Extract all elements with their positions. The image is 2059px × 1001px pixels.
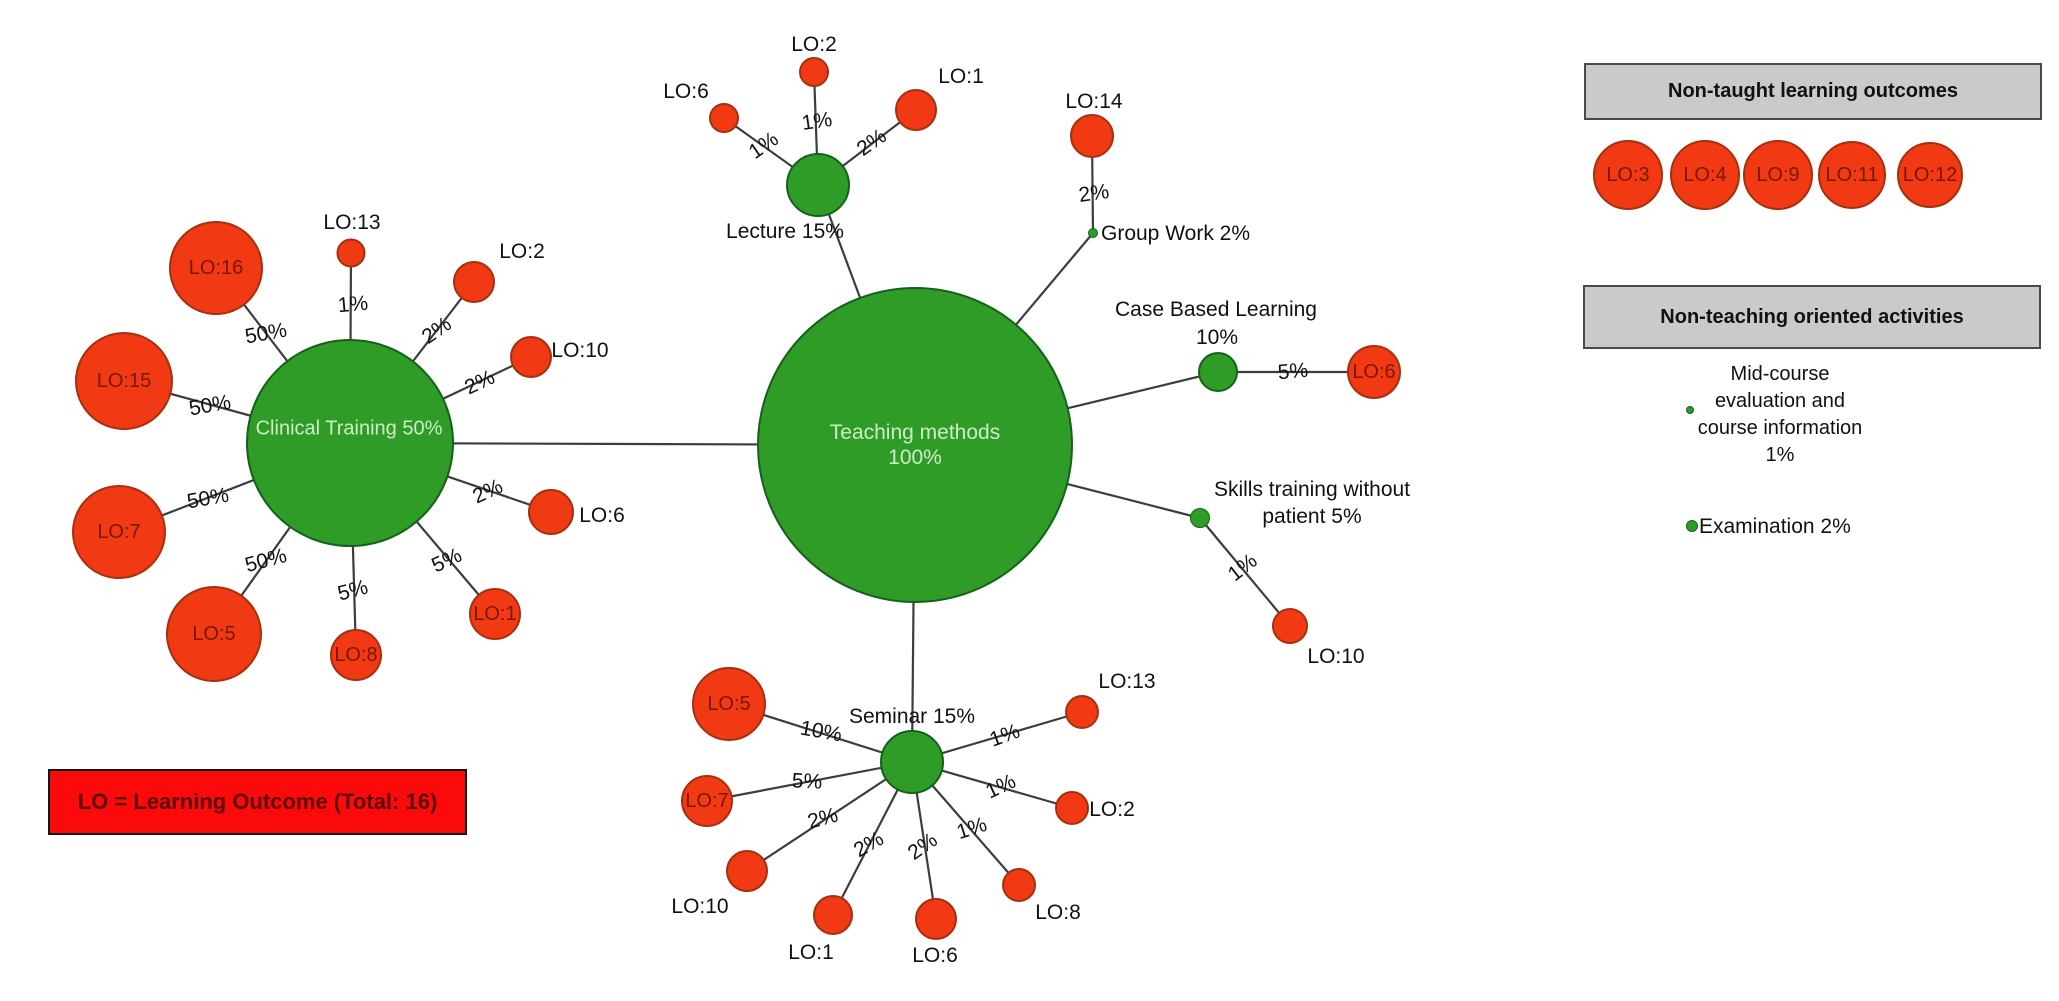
seminar-lo6-label: LO:6: [912, 944, 958, 967]
group-work-label: Group Work 2%: [1101, 222, 1250, 245]
node-teaching-methods: Teaching methods 100%: [757, 287, 1073, 603]
lecture-lo1-label: LO:1: [938, 65, 984, 88]
lo16-label: LO:16: [188, 256, 244, 279]
node-lo2: [453, 261, 495, 303]
node-lo14: [1070, 114, 1114, 158]
node-lo8: LO:8: [330, 629, 382, 681]
non-taught-panel: Non-taught learning outcomes: [1584, 63, 2042, 120]
lo11-label: LO:11: [1825, 163, 1879, 186]
case-based-learning-title: Case Based Learning: [1115, 298, 1317, 321]
node-lecture-lo6: [709, 103, 739, 133]
node-group-work: [1088, 228, 1098, 238]
node-skills-lo10: [1272, 608, 1308, 644]
seminar-lo10-label: LO:10: [671, 895, 729, 918]
node-seminar-lo1: [813, 895, 853, 935]
node-clinical-training: [246, 339, 454, 547]
edge-pct: 1%: [336, 291, 370, 318]
edge: [1199, 517, 1291, 627]
edge-pct: 2%: [1077, 180, 1111, 208]
lo14-label: LO:14: [1065, 90, 1123, 113]
node-lo7: LO:7: [72, 485, 166, 579]
cbl-lo6-label: LO:6: [1352, 360, 1396, 383]
midcourse-line3: course information: [1697, 417, 1863, 439]
node-lo5: LO:5: [166, 586, 262, 682]
midcourse-line2: evaluation and: [1714, 390, 1846, 412]
teaching-methods-percent: 100%: [888, 446, 942, 469]
node-lo6: [528, 489, 574, 535]
edge: [746, 761, 913, 872]
node-seminar-lo7: LO:7: [681, 775, 733, 827]
node-lecture-lo2: [799, 57, 829, 87]
seminar-lo2-label: LO:2: [1089, 798, 1135, 821]
lo12-label: LO:12: [1902, 163, 1958, 186]
teaching-methods-label: Teaching methods: [829, 421, 1001, 444]
node-lo10: [510, 336, 552, 378]
edge-pct: 5%: [791, 769, 823, 794]
node-lecture-lo1: [895, 89, 937, 131]
examination-label: Examination 2%: [1699, 515, 1851, 538]
node-lo12: LO:12: [1897, 142, 1963, 208]
seminar-label: Seminar 15%: [848, 705, 976, 728]
examination-dot: [1686, 520, 1698, 532]
lecture-lo2-label: LO:2: [791, 33, 837, 56]
edge-pct: 5%: [1276, 358, 1310, 385]
non-taught-title: Non-taught learning outcomes: [1668, 80, 1958, 102]
node-lo3: LO:3: [1593, 140, 1663, 210]
seminar-lo13-label: LO:13: [1098, 670, 1156, 693]
node-lo9: LO:9: [1743, 140, 1813, 210]
edge-pct: 1%: [800, 108, 834, 136]
lo9-label: LO:9: [1756, 163, 1800, 186]
node-seminar-lo6: [915, 898, 957, 940]
midcourse-text-block: Mid-course evaluation and course informa…: [1698, 361, 1863, 469]
node-cbl-lo6: LO:6: [1347, 345, 1401, 399]
seminar-lo1-label: LO:1: [788, 941, 834, 964]
skills-lo10-label: LO:10: [1307, 645, 1365, 668]
non-teaching-title: Non-teaching oriented activities: [1660, 305, 1964, 328]
lo5-label: LO:5: [192, 622, 236, 645]
lecture-lo6-label: LO:6: [663, 80, 709, 103]
lo1-label: LO:1: [473, 602, 517, 625]
seminar-lo8-label: LO:8: [1035, 901, 1081, 924]
node-seminar-lo2: [1055, 791, 1089, 825]
node-skills-training: [1190, 508, 1210, 528]
node-seminar: [880, 730, 944, 794]
node-seminar-lo5: LO:5: [692, 667, 766, 741]
skills-training-title-line2: patient 5%: [1262, 505, 1362, 528]
lo2-label: LO:2: [499, 240, 545, 263]
lo6-label: LO:6: [579, 504, 625, 527]
node-lo1: LO:1: [469, 588, 521, 640]
non-teaching-panel: Non-teaching oriented activities: [1583, 285, 2041, 349]
seminar-lo7-label: LO:7: [685, 789, 729, 812]
legend-label: LO = Learning Outcome (Total: 16): [77, 789, 438, 814]
node-lo13: [336, 238, 366, 268]
lo8-label: LO:8: [334, 643, 378, 666]
node-case-based-learning: [1198, 352, 1238, 392]
node-lo15: LO:15: [75, 332, 173, 430]
lo13-label: LO:13: [323, 211, 381, 234]
node-lo11: LO:11: [1818, 141, 1886, 209]
node-lecture: [786, 153, 850, 217]
lo4-label: LO:4: [1683, 163, 1727, 186]
node-seminar-lo10: [726, 850, 768, 892]
lo3-label: LO:3: [1606, 163, 1650, 186]
legend-box: LO = Learning Outcome (Total: 16): [48, 769, 467, 835]
clinical-training-label: Clinical Training 50%: [255, 417, 443, 440]
lecture-label: Lecture 15%: [726, 220, 844, 243]
midcourse-dot: [1686, 406, 1694, 414]
lo15-label: LO:15: [96, 369, 152, 392]
seminar-lo5-label: LO:5: [707, 692, 751, 715]
edge: [706, 760, 913, 803]
midcourse-line4: 1%: [1765, 444, 1795, 466]
midcourse-line1: Mid-course: [1730, 363, 1830, 385]
lo7-label: LO:7: [97, 520, 141, 543]
node-lo4: LO:4: [1670, 140, 1740, 210]
skills-training-title-line1: Skills training without: [1213, 478, 1411, 501]
node-seminar-lo8: [1002, 868, 1036, 902]
node-lo16: LO:16: [169, 221, 263, 315]
case-based-learning-percent: 10%: [1195, 326, 1239, 349]
lo10-label: LO:10: [551, 339, 609, 362]
node-seminar-lo13: [1065, 695, 1099, 729]
